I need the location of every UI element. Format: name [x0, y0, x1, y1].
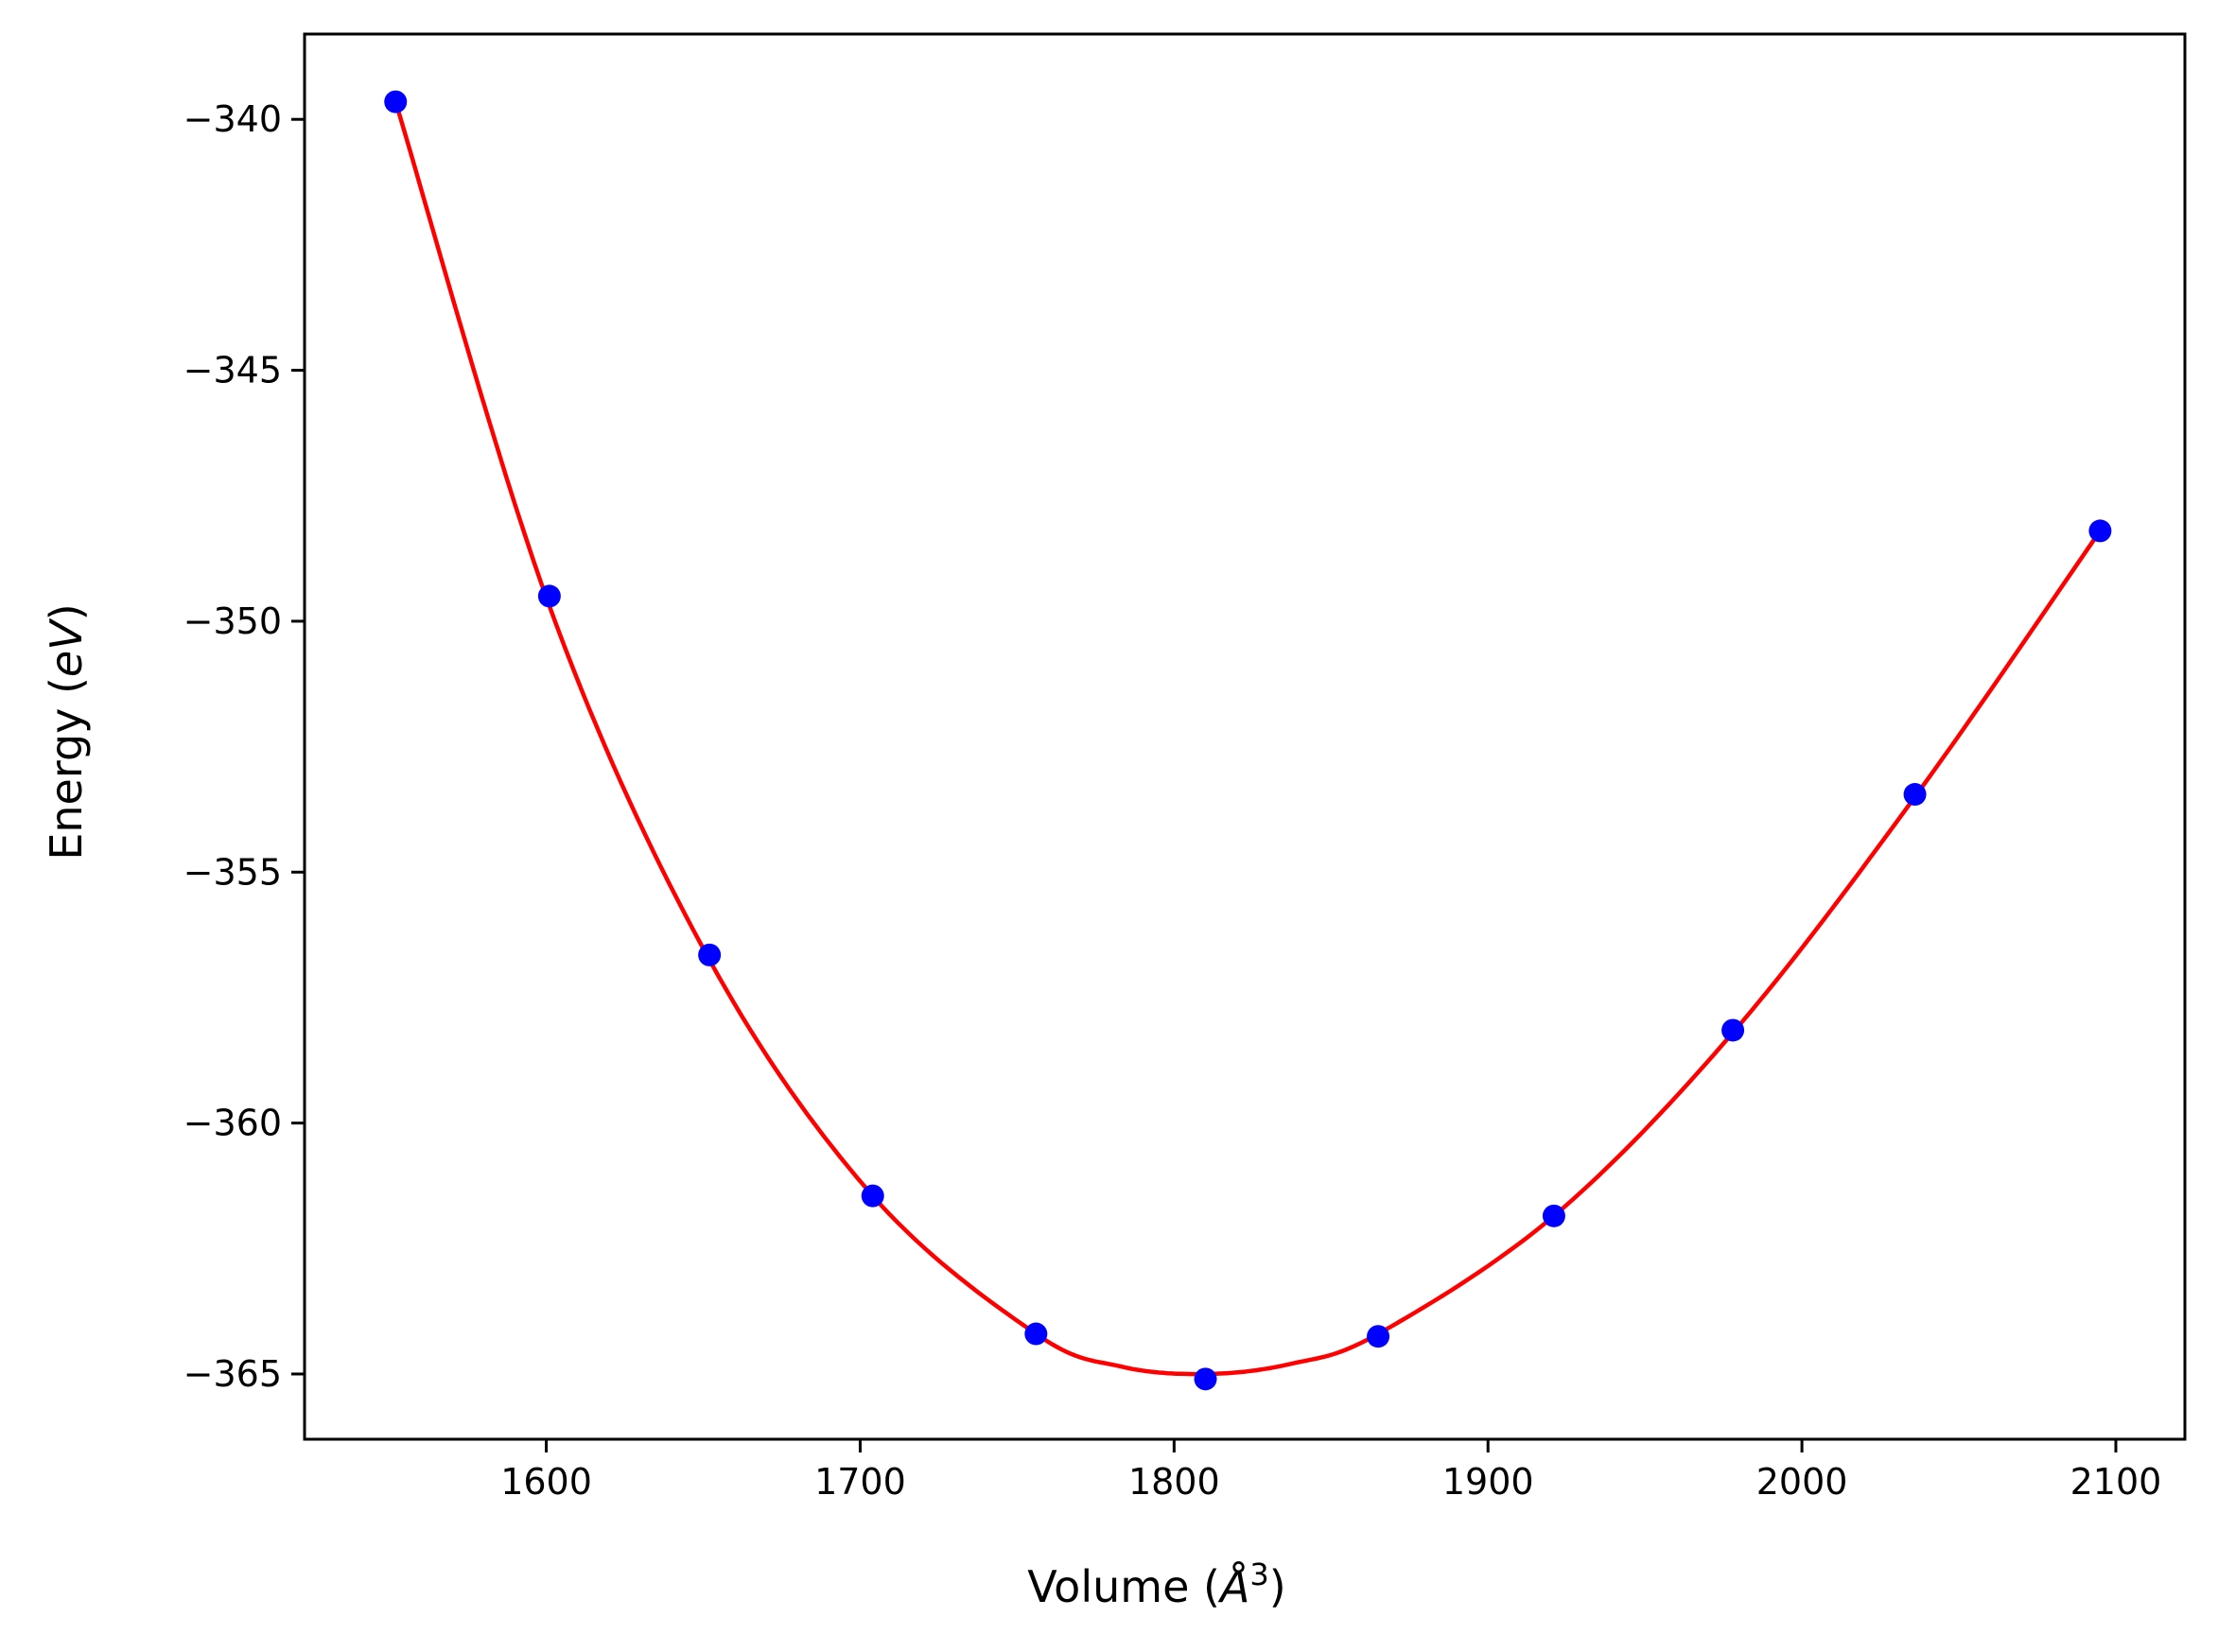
y-tick-label: −365: [183, 1353, 282, 1395]
y-axis-ticks: −340 −345 −350 −355 −360 −365: [183, 98, 305, 1395]
data-point: [698, 943, 722, 966]
y-tick-label: −345: [183, 350, 282, 391]
data-point: [1542, 1204, 1565, 1227]
data-point: [1367, 1325, 1390, 1348]
data-point: [1721, 1018, 1745, 1042]
y-axis-label-prefix: Energy (: [41, 677, 92, 861]
data-point: [1903, 783, 1927, 807]
data-point: [384, 90, 408, 113]
x-axis-ticks: 1600 1700 1800 1900 2000 2100: [500, 1439, 2161, 1503]
x-axis-label-symbol: Å: [1217, 1561, 1249, 1612]
y-axis-label-suffix: ): [41, 603, 92, 620]
y-axis-label-symbol: eV: [41, 617, 92, 677]
data-point: [1024, 1322, 1048, 1346]
data-point: [861, 1184, 884, 1208]
y-axis-label: Energy (eV): [41, 603, 92, 860]
plot-area: [303, 32, 2187, 1441]
x-tick-label: 1700: [814, 1461, 906, 1503]
x-tick-label: 1900: [1442, 1461, 1534, 1503]
x-tick-label: 2100: [2070, 1461, 2162, 1503]
data-points: [384, 90, 2112, 1391]
y-tick-label: −350: [183, 600, 282, 642]
data-point: [2088, 519, 2112, 543]
data-point: [1194, 1367, 1217, 1391]
x-axis-label-suffix: ): [1269, 1561, 1286, 1612]
x-axis-label: Volume (Å3): [1027, 1556, 1285, 1612]
x-axis-label-exponent: 3: [1249, 1556, 1268, 1592]
x-tick-label: 1600: [500, 1461, 592, 1503]
y-tick-label: −340: [183, 98, 282, 140]
y-tick-label: −360: [183, 1103, 282, 1144]
y-tick-label: −355: [183, 851, 282, 893]
x-tick-label: 1800: [1128, 1461, 1220, 1503]
x-axis-label-prefix: Volume (: [1027, 1561, 1220, 1612]
x-tick-label: 2000: [1756, 1461, 1848, 1503]
axes-frame: [303, 32, 2187, 1441]
data-point: [537, 584, 561, 608]
